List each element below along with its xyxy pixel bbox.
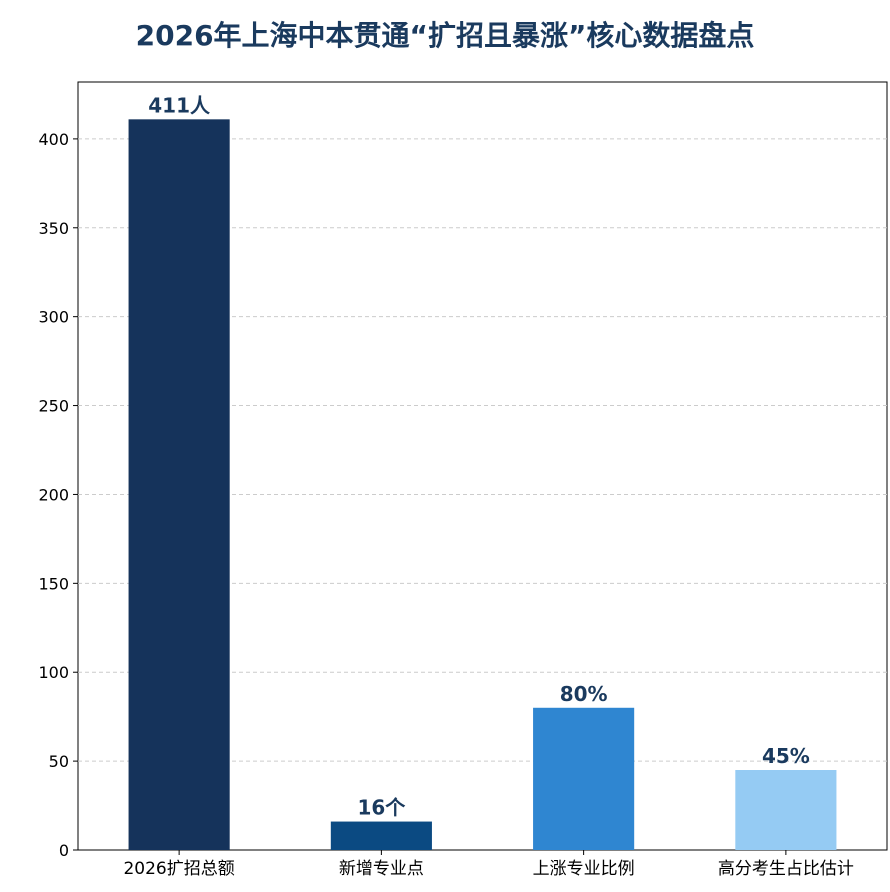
y-tick-label: 50 (49, 752, 69, 771)
y-tick-label: 0 (59, 841, 69, 860)
plot-frame (77, 81, 888, 851)
y-tick-label: 350 (38, 219, 69, 238)
data-label: 45% (762, 744, 810, 768)
x-axis: 2026扩招总额 新增专业点 上涨专业比例 高分考生占比估计 (123, 850, 854, 879)
chart-title: 2026年上海中本贯通“扩招且暴涨”核心数据盘点 (135, 19, 755, 52)
x-tick-label: 2026扩招总额 (123, 859, 234, 879)
y-tick-label: 150 (38, 574, 69, 593)
data-label: 80% (560, 682, 608, 706)
y-tick-label: 300 (38, 308, 69, 327)
y-tick-label: 250 (38, 397, 69, 416)
bar (330, 821, 432, 850)
bars: 411人 16个 80% 45% (128, 93, 837, 851)
x-tick-label: 上涨专业比例 (533, 859, 635, 879)
y-tick-label: 100 (38, 663, 69, 682)
x-tick-label: 新增专业点 (339, 859, 424, 879)
y-tick-label: 200 (38, 485, 69, 504)
bar (533, 707, 635, 850)
bar (735, 770, 837, 850)
data-label: 411人 (148, 93, 211, 117)
data-label: 16个 (357, 796, 406, 820)
x-tick-label: 高分考生占比估计 (718, 859, 854, 879)
bar (128, 119, 230, 851)
y-tick-label: 400 (38, 130, 69, 149)
y-axis: 0 50 100 150 200 250 300 350 400 (38, 130, 78, 860)
